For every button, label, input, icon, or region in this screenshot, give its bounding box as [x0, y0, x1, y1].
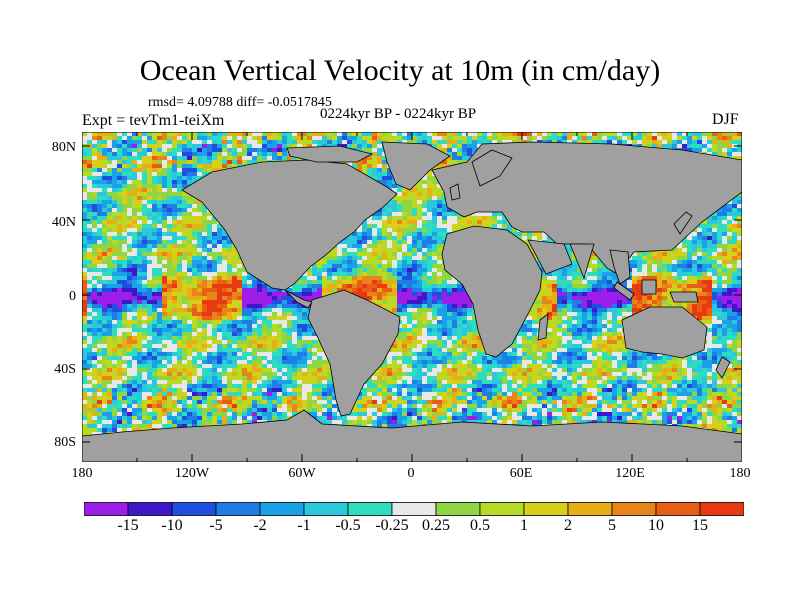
lon-label: 0	[407, 466, 415, 481]
colorbar-label: -1	[297, 517, 311, 534]
colorbar-label: -0.5	[335, 517, 361, 534]
colorbar-swatch	[84, 502, 129, 516]
colorbar-label: 1	[520, 517, 528, 534]
colorbar-swatch	[127, 502, 173, 516]
season-label: DJF	[712, 111, 739, 128]
colorbar-swatch	[259, 502, 305, 516]
world-map	[82, 132, 742, 462]
colorbar-label: 10	[648, 517, 664, 534]
colorbar-label: -15	[117, 517, 139, 534]
colorbar-swatch	[215, 502, 261, 516]
lon-label: 60E	[509, 466, 533, 481]
lon-label: 120W	[174, 466, 210, 481]
colorbar-swatch	[611, 502, 657, 516]
map-title: Ocean Vertical Velocity at 10m (in cm/da…	[139, 54, 661, 87]
colorbar-label: -5	[209, 517, 223, 534]
colorbar-label: -0.25	[375, 517, 409, 534]
lon-label: 60W	[288, 466, 316, 481]
experiment-label: Expt = tevTm1-teiXm	[82, 112, 225, 129]
lon-label: 180	[71, 466, 93, 481]
lat-label: 40S	[54, 362, 76, 377]
lat-label: 0	[69, 289, 76, 304]
colorbar-label: 0.25	[422, 517, 450, 534]
colorbar-swatch	[347, 502, 393, 516]
colorbar-swatch	[171, 502, 217, 516]
colorbar-label: 0.5	[470, 517, 490, 534]
colorbar-swatch	[655, 502, 701, 516]
axis-ticks	[82, 132, 742, 462]
colorbar	[84, 502, 744, 516]
lat-label: 40N	[51, 215, 76, 230]
colorbar-label: 15	[692, 517, 708, 534]
colorbar-label: -2	[253, 517, 267, 534]
colorbar-swatch	[303, 502, 349, 516]
lon-label: 180	[729, 466, 751, 481]
land-mask	[82, 141, 742, 462]
lat-label: 80S	[54, 435, 76, 450]
colorbar-swatch	[699, 502, 744, 516]
period-label: 0224kyr BP - 0224kyr BP	[320, 106, 477, 122]
colorbar-label: 2	[564, 517, 572, 534]
colorbar-label: 5	[608, 517, 616, 534]
stats-label: rmsd= 4.09788 diff= -0.0517845	[148, 95, 332, 110]
colorbar-swatch	[391, 502, 437, 516]
colorbar-swatch	[435, 502, 481, 516]
lon-label: 120E	[615, 466, 645, 481]
colorbar-label: -10	[161, 517, 183, 534]
lat-label: 80N	[51, 140, 76, 155]
colorbar-swatch	[479, 502, 525, 516]
colorbar-swatch	[567, 502, 613, 516]
colorbar-swatch	[523, 502, 569, 516]
